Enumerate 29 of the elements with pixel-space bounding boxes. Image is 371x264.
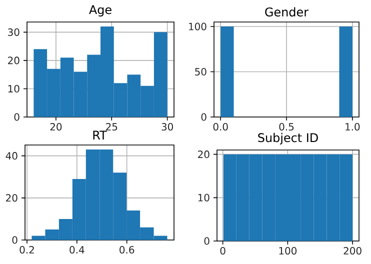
chart-title: Age [89,5,112,16]
x-tick-label: 0 [220,247,226,255]
y-tick-label: 20 [198,150,210,158]
x-tick-label: 0.4 [70,246,84,254]
y-tick-label: 40 [6,152,18,160]
chart-title: RT [93,130,107,140]
y-tick-label: 0 [14,113,20,121]
y-tick-label: 0 [204,237,210,245]
y-tick-label: 30 [8,28,20,36]
x-tick-label: 200 [344,247,362,255]
y-tick-label: 0 [12,236,18,244]
y-tick-label: 10 [198,194,210,202]
y-tick-label: 10 [8,84,20,92]
y-tick-label: 0 [201,113,206,121]
chart-title: Subject ID [258,132,318,144]
y-tick-label: 20 [8,56,20,64]
y-tick-label: 20 [6,194,18,202]
x-tick-label: 20 [50,123,62,131]
x-tick-label: 0.6 [120,246,134,254]
x-tick-label: 0.0 [213,123,228,131]
x-tick-label: 0.2 [20,246,34,254]
x-tick-label: 1.0 [346,123,360,131]
x-tick-label: 0.5 [279,123,294,131]
y-tick-label: 100 [189,22,206,30]
y-tick-label: 50 [195,68,206,76]
x-tick-label: 25 [106,123,118,131]
x-tick-label: 30 [162,123,174,131]
chart-title: Gender [265,7,309,16]
x-tick-label: 100 [279,247,297,255]
